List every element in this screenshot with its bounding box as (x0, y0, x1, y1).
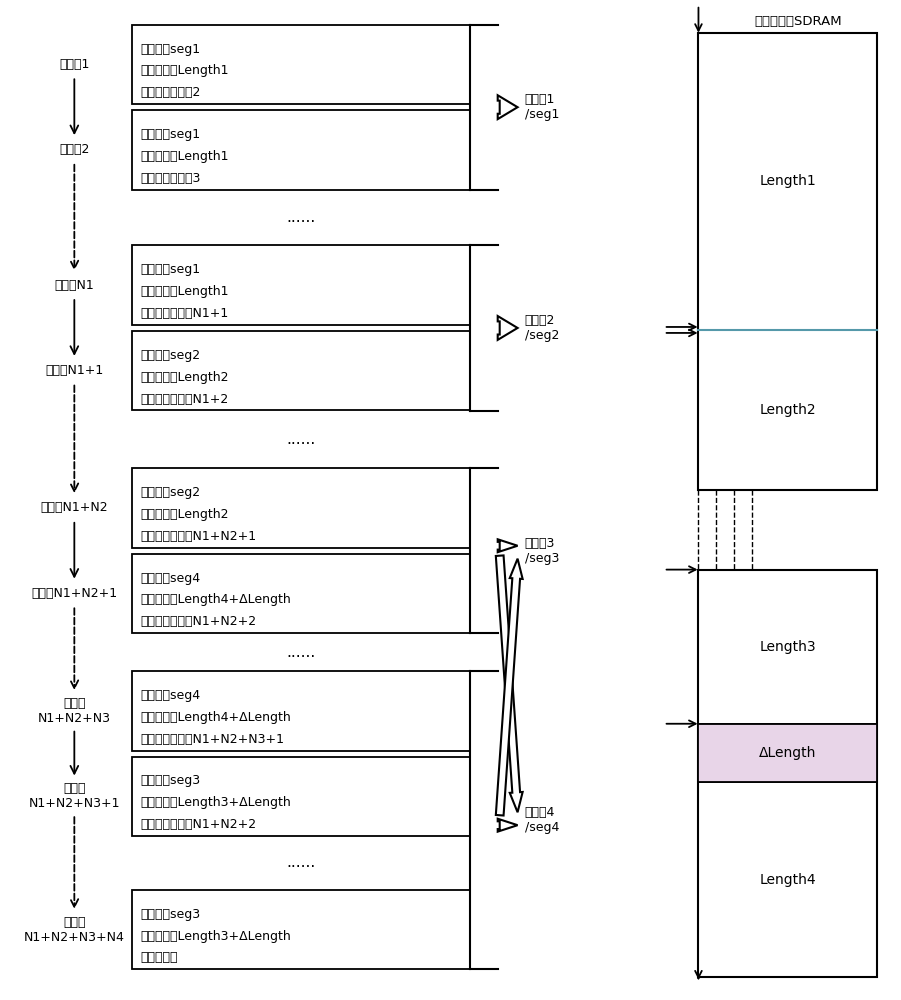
Text: 传输长度：Length2: 传输长度：Length2 (140, 371, 229, 384)
Bar (698, 570, 878, 977)
Text: 链接至：描述字3: 链接至：描述字3 (140, 172, 200, 185)
Text: 序列段2
/seg2: 序列段2 /seg2 (524, 314, 559, 342)
Text: Length1: Length1 (760, 174, 816, 188)
Polygon shape (497, 316, 517, 340)
Text: 源地址：seg3: 源地址：seg3 (140, 908, 200, 921)
Text: 链接至：描述字N1+N2+1: 链接至：描述字N1+N2+1 (140, 530, 256, 543)
Bar (132, 554, 470, 633)
Text: 传输长度：Length1: 传输长度：Length1 (140, 285, 229, 298)
Text: 传输长度：Length2: 传输长度：Length2 (140, 508, 229, 521)
Text: 波形查找表SDRAM: 波形查找表SDRAM (754, 15, 842, 28)
Text: 描述字
N1+N2+N3: 描述字 N1+N2+N3 (38, 697, 111, 725)
Text: ......: ...... (287, 855, 315, 870)
Text: 描述字
N1+N2+N3+N4: 描述字 N1+N2+N3+N4 (24, 916, 124, 944)
Text: 链接至：描述字N1+2: 链接至：描述字N1+2 (140, 393, 228, 406)
Text: Length3: Length3 (760, 640, 816, 654)
Text: 源地址：seg2: 源地址：seg2 (140, 349, 200, 362)
Text: 传输长度：Length3+ΔLength: 传输长度：Length3+ΔLength (140, 930, 291, 943)
Bar (132, 757, 470, 836)
Text: 描述字N1+N2: 描述字N1+N2 (41, 501, 108, 514)
Text: 描述字N1+1: 描述字N1+1 (45, 364, 104, 377)
Text: 描述字1: 描述字1 (59, 58, 89, 71)
Text: Length2: Length2 (760, 403, 816, 417)
Text: 源地址：seg4: 源地址：seg4 (140, 689, 200, 702)
Text: 源地址：seg1: 源地址：seg1 (140, 43, 200, 56)
Polygon shape (497, 95, 517, 119)
Text: 链接至：描述字N1+N2+2: 链接至：描述字N1+N2+2 (140, 615, 256, 628)
Text: 链接至：描述字N1+N2+N3+1: 链接至：描述字N1+N2+N3+1 (140, 733, 284, 746)
Bar (132, 25, 470, 104)
Text: 传输长度：Length1: 传输长度：Length1 (140, 150, 229, 163)
Text: ......: ...... (287, 210, 315, 225)
Text: ......: ...... (287, 645, 315, 660)
Text: 序列段4
/seg4: 序列段4 /seg4 (524, 806, 559, 834)
Text: 描述字N1: 描述字N1 (54, 279, 95, 292)
Text: ......: ...... (287, 432, 315, 447)
Text: 描述字N1+N2+1: 描述字N1+N2+1 (32, 587, 117, 600)
Text: 链接至：？: 链接至：？ (140, 951, 177, 964)
Bar (132, 671, 470, 751)
Polygon shape (497, 819, 517, 832)
Bar (132, 890, 470, 969)
Text: 链接至：描述字N1+N2+2: 链接至：描述字N1+N2+2 (140, 818, 256, 831)
Text: 传输长度：Length4+ΔLength: 传输长度：Length4+ΔLength (140, 593, 291, 606)
Bar (132, 331, 470, 410)
Text: ΔLength: ΔLength (760, 746, 816, 760)
Text: Length4: Length4 (760, 873, 816, 887)
Text: 源地址：seg3: 源地址：seg3 (140, 774, 200, 787)
Bar (698, 33, 878, 490)
Bar (698, 724, 878, 782)
Bar (132, 468, 470, 548)
Text: 描述字2: 描述字2 (59, 143, 89, 156)
Text: 序列段1
/seg1: 序列段1 /seg1 (524, 93, 559, 121)
Text: 源地址：seg1: 源地址：seg1 (140, 263, 200, 276)
Text: 序列段3
/seg3: 序列段3 /seg3 (524, 537, 559, 565)
Polygon shape (496, 555, 523, 812)
Text: 传输长度：Length4+ΔLength: 传输长度：Length4+ΔLength (140, 711, 291, 724)
Text: 链接至：描述字N1+1: 链接至：描述字N1+1 (140, 307, 228, 320)
Text: 传输长度：Length1: 传输长度：Length1 (140, 64, 229, 77)
Polygon shape (496, 559, 523, 816)
Text: 链接至：描述字2: 链接至：描述字2 (140, 86, 200, 99)
Bar (132, 245, 470, 325)
Text: 传输长度：Length3+ΔLength: 传输长度：Length3+ΔLength (140, 796, 291, 809)
Text: 源地址：seg4: 源地址：seg4 (140, 572, 200, 585)
Bar (132, 110, 470, 190)
Text: 源地址：seg2: 源地址：seg2 (140, 486, 200, 499)
Text: 描述字
N1+N2+N3+1: 描述字 N1+N2+N3+1 (29, 782, 120, 810)
Polygon shape (497, 539, 517, 552)
Text: 源地址：seg1: 源地址：seg1 (140, 128, 200, 141)
